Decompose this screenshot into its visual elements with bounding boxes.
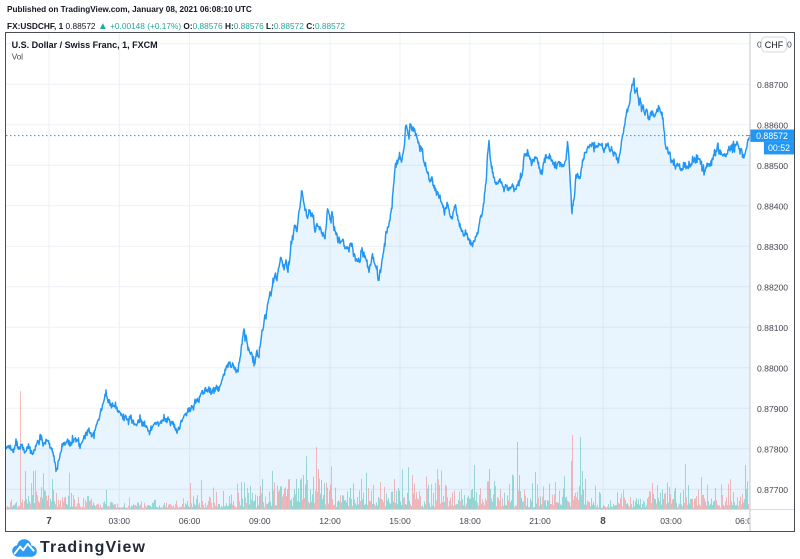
svg-text:0.88100: 0.88100: [757, 323, 788, 333]
svg-text:00:52: 00:52: [768, 143, 790, 153]
svg-text:06:00: 06:00: [179, 516, 201, 526]
svg-text:U.S. Dollar / Swiss Franc, 1,: U.S. Dollar / Swiss Franc, 1, FXCM: [12, 40, 158, 50]
svg-text:0.88000: 0.88000: [757, 363, 788, 373]
svg-text:0.88400: 0.88400: [757, 201, 788, 211]
svg-text:21:00: 21:00: [529, 516, 551, 526]
svg-text:03:00: 03:00: [660, 516, 682, 526]
svg-text:0.88600: 0.88600: [757, 120, 788, 130]
svg-text:06:00: 06:00: [735, 516, 757, 526]
svg-text:8: 8: [600, 516, 606, 527]
svg-text:15:00: 15:00: [389, 516, 411, 526]
svg-text:0.88572: 0.88572: [756, 131, 788, 141]
svg-text:0.88300: 0.88300: [757, 242, 788, 252]
svg-text:0.88700: 0.88700: [757, 80, 788, 90]
svg-text:0.88200: 0.88200: [757, 282, 788, 292]
svg-text:CHF: CHF: [765, 40, 784, 50]
svg-text:12:00: 12:00: [319, 516, 341, 526]
svg-text:09:00: 09:00: [249, 516, 271, 526]
svg-text:0: 0: [787, 39, 792, 49]
svg-text:0.87800: 0.87800: [757, 444, 788, 454]
svg-text:7: 7: [46, 516, 52, 527]
svg-text:18:00: 18:00: [459, 516, 481, 526]
svg-text:0: 0: [757, 39, 762, 49]
svg-text:Vol: Vol: [12, 52, 24, 62]
svg-text:0.87700: 0.87700: [757, 485, 788, 495]
svg-text:0.88500: 0.88500: [757, 161, 788, 171]
svg-text:03:00: 03:00: [109, 516, 131, 526]
svg-text:0.87900: 0.87900: [757, 404, 788, 414]
